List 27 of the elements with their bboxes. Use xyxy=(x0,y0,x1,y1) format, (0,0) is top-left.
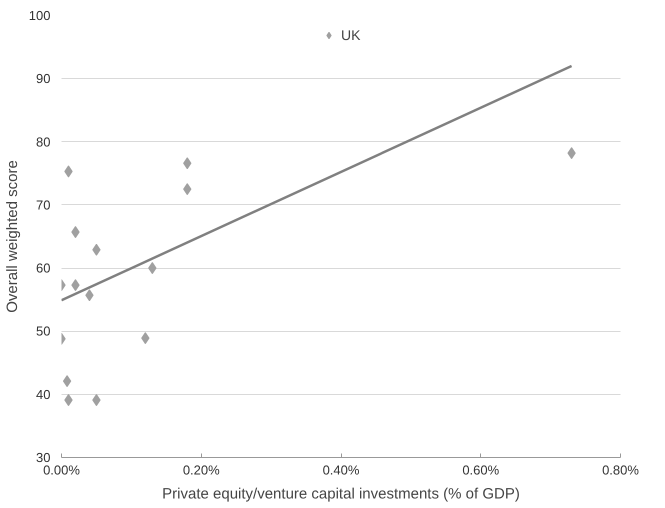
x-tick-label: 0.20% xyxy=(182,462,220,478)
y-tick-label: 60 xyxy=(36,260,51,276)
point xyxy=(71,279,80,292)
x-axis-title: Private equity/venture capital investments (% of GDP) xyxy=(162,486,520,502)
y-tick-label: 80 xyxy=(36,134,51,150)
y-tick-label: 100 xyxy=(28,8,51,23)
x-tick-label: 0.80% xyxy=(602,462,640,478)
point xyxy=(92,244,101,256)
y-tick-label: 90 xyxy=(36,71,51,86)
point xyxy=(85,289,94,302)
y-tick-label: 50 xyxy=(36,324,51,339)
legend-label: UK xyxy=(341,27,361,43)
x-tick-label: 0.60% xyxy=(462,462,500,478)
y-tick-label: 40 xyxy=(36,386,51,402)
point xyxy=(148,262,157,274)
x-tick-label: 0.00% xyxy=(43,462,80,478)
point xyxy=(62,375,72,388)
point xyxy=(567,147,576,160)
y-tick-label: 30 xyxy=(36,450,51,465)
point xyxy=(64,394,73,406)
point xyxy=(64,165,73,178)
x-tick-label: 0.40% xyxy=(322,462,360,478)
point xyxy=(92,394,101,406)
y-tick-label: 70 xyxy=(36,197,51,212)
point xyxy=(141,332,150,344)
y-axis-title: Overall weighted score xyxy=(4,160,21,313)
point xyxy=(71,226,80,238)
